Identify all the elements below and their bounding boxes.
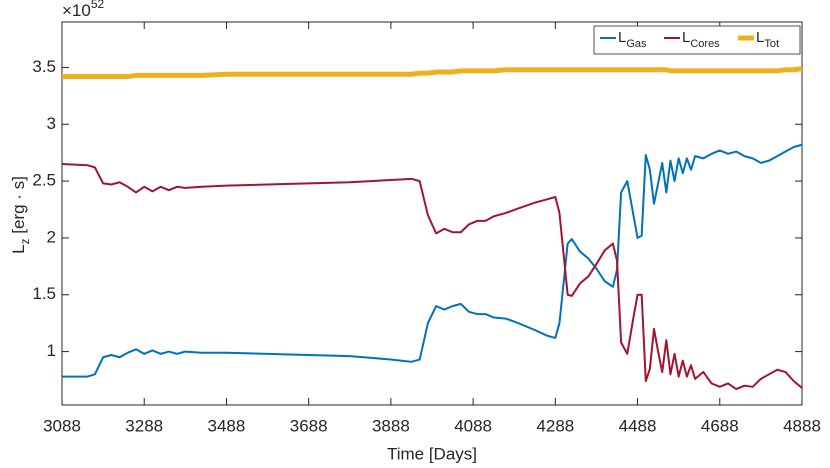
x-tick-label: 4888 <box>783 416 821 435</box>
multiplier-exponent: 52 <box>91 0 105 11</box>
y-tick-label: 3.5 <box>32 57 56 76</box>
axis-multiplier: ×1052 <box>62 0 105 20</box>
series-line <box>61 163 803 391</box>
series-line <box>62 143 803 378</box>
multiplier-base: ×10 <box>62 1 91 20</box>
x-axis-label: Time [Days] <box>387 444 477 463</box>
x-tick-label: 4288 <box>536 416 574 435</box>
legend-name: L <box>682 29 690 46</box>
legend-label: LTot <box>756 29 779 50</box>
legend-name: L <box>618 29 626 46</box>
y-tick-label: 2.5 <box>32 171 56 190</box>
x-tick-label: 4088 <box>454 416 492 435</box>
legend-sub: Gas <box>626 38 647 50</box>
legend-label: LGas <box>618 29 647 50</box>
x-tick-label: 4488 <box>619 416 657 435</box>
y-tick-label: 2 <box>47 227 56 246</box>
legend-label: LCores <box>682 29 720 50</box>
y-tick-label: 1 <box>47 341 56 360</box>
y-label-main: L <box>9 244 28 253</box>
series-line <box>62 66 803 80</box>
y-label-sub: z <box>18 238 32 244</box>
x-tick-label: 3688 <box>290 416 328 435</box>
x-tick-label: 3288 <box>125 416 163 435</box>
y-axis-label: Lz [erg · s] <box>9 176 32 254</box>
x-tick-label: 3488 <box>208 416 246 435</box>
x-tick-label: 3088 <box>43 416 81 435</box>
legend-sub: Tot <box>764 38 779 50</box>
x-tick-label: 3888 <box>372 416 410 435</box>
y-tick-label: 1.5 <box>32 284 56 303</box>
legend-sub: Cores <box>690 38 720 50</box>
plot-box <box>61 21 803 406</box>
x-tick-label: 4688 <box>701 416 739 435</box>
y-tick-label: 3 <box>47 114 56 133</box>
legend-name: L <box>756 29 764 46</box>
legend-box <box>593 25 801 55</box>
y-label-rest: [erg · s] <box>9 176 28 238</box>
